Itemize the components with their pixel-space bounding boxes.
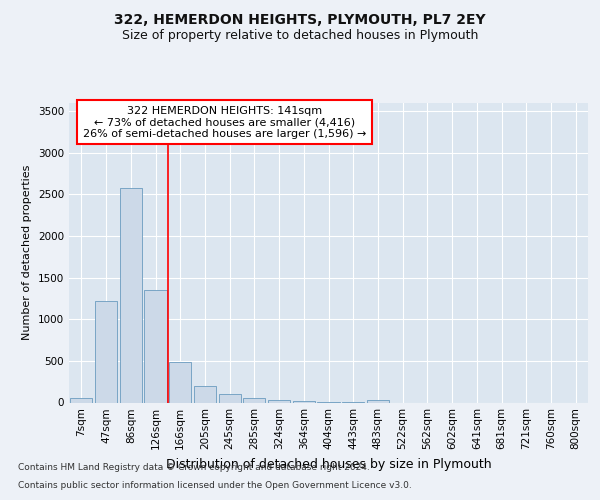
Bar (218, 394, 241, 402)
Bar (119, 188, 142, 402)
Bar (70, 398, 92, 402)
Text: Contains HM Land Registry data © Crown copyright and database right 2024.: Contains HM Land Registry data © Crown c… (18, 464, 370, 472)
Bar (169, 362, 191, 403)
Text: 322, HEMERDON HEIGHTS, PLYMOUTH, PL7 2EY: 322, HEMERDON HEIGHTS, PLYMOUTH, PL7 2EY (114, 12, 486, 26)
Bar (95, 301, 117, 402)
Bar (268, 400, 290, 402)
Y-axis label: Number of detached properties: Number of detached properties (22, 165, 32, 340)
Bar (145, 290, 167, 403)
X-axis label: Distribution of detached houses by size in Plymouth: Distribution of detached houses by size … (166, 458, 491, 471)
Bar (243, 398, 265, 402)
Bar (293, 401, 315, 402)
Text: Size of property relative to detached houses in Plymouth: Size of property relative to detached ho… (122, 29, 478, 42)
Bar (194, 386, 216, 402)
Text: Contains public sector information licensed under the Open Government Licence v3: Contains public sector information licen… (18, 481, 412, 490)
Bar (367, 400, 389, 402)
Text: 322 HEMERDON HEIGHTS: 141sqm
← 73% of detached houses are smaller (4,416)
26% of: 322 HEMERDON HEIGHTS: 141sqm ← 73% of de… (83, 106, 367, 138)
